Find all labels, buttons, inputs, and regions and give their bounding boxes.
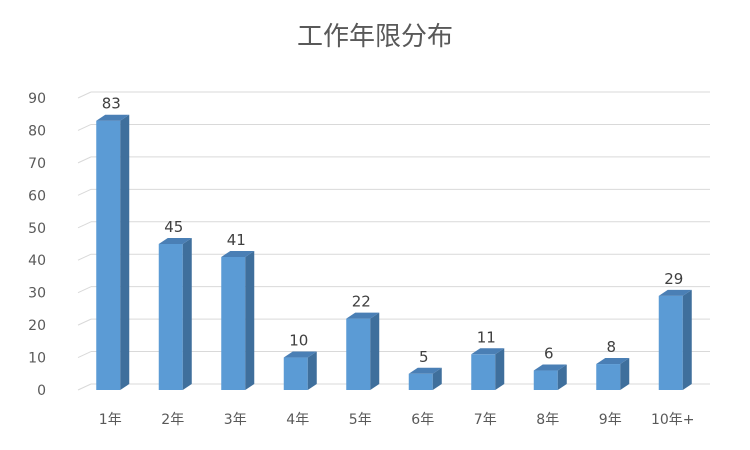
y-tick-label-5: 50 bbox=[28, 221, 46, 237]
bar-5 bbox=[408, 373, 433, 390]
x-tick-label-3: 4年 bbox=[286, 412, 309, 428]
y-tick-label-0: 0 bbox=[37, 383, 46, 399]
bar-8-side bbox=[620, 358, 630, 390]
data-label-9: 29 bbox=[664, 270, 683, 288]
gridline-3-side bbox=[77, 286, 92, 294]
bar-0-side bbox=[120, 114, 130, 390]
bar-2-top bbox=[221, 250, 255, 257]
chart-title: 工作年限分布 bbox=[296, 22, 453, 52]
x-tick-label-0: 1年 bbox=[99, 412, 122, 428]
bar-5-top bbox=[408, 367, 442, 374]
x-tick-label-8: 9年 bbox=[599, 412, 622, 428]
bar-7 bbox=[533, 370, 558, 390]
bar-4-side bbox=[370, 312, 380, 390]
bar-6-side bbox=[495, 348, 505, 390]
x-tick-label-9: 10年+ bbox=[651, 412, 695, 428]
bar-8 bbox=[596, 364, 621, 390]
data-label-5: 5 bbox=[419, 348, 429, 366]
data-label-0: 83 bbox=[102, 95, 121, 113]
gridline-9-side bbox=[77, 91, 92, 99]
bar-3-side bbox=[307, 351, 317, 390]
data-label-3: 10 bbox=[289, 332, 308, 350]
bar-0 bbox=[96, 120, 121, 390]
bar-2 bbox=[221, 256, 246, 390]
bar-9 bbox=[658, 295, 683, 390]
gridline-6-side bbox=[77, 188, 92, 196]
bar-2-side bbox=[245, 250, 255, 390]
bar-3 bbox=[283, 357, 308, 390]
bar-9-side bbox=[682, 289, 692, 390]
y-tick-label-8: 80 bbox=[28, 123, 46, 139]
x-tick-label-1: 2年 bbox=[161, 412, 184, 428]
bar-8-top bbox=[596, 358, 630, 365]
bar-5-side bbox=[432, 367, 442, 390]
gridline-7-side bbox=[77, 156, 92, 164]
bar-9-top bbox=[658, 289, 692, 296]
bar-4-top bbox=[346, 312, 380, 319]
gridline-0-side bbox=[77, 383, 92, 391]
y-tick-label-4: 40 bbox=[28, 253, 46, 269]
bar-1-side bbox=[182, 238, 192, 390]
y-tick-label-6: 60 bbox=[28, 188, 46, 204]
y-tick-label-1: 10 bbox=[28, 351, 46, 367]
y-tick-label-2: 20 bbox=[28, 318, 46, 334]
x-tick-label-6: 7年 bbox=[474, 412, 497, 428]
data-label-6: 11 bbox=[477, 328, 496, 346]
bar-7-top bbox=[533, 364, 567, 371]
x-tick-label-7: 8年 bbox=[536, 412, 559, 428]
bar-6 bbox=[471, 354, 496, 390]
gridline-8-side bbox=[77, 123, 92, 131]
x-tick-label-4: 5年 bbox=[349, 412, 372, 428]
bar-3-top bbox=[283, 351, 317, 358]
data-label-1: 45 bbox=[164, 218, 183, 236]
y-tick-label-3: 30 bbox=[28, 286, 46, 302]
y-tick-label-7: 70 bbox=[28, 156, 46, 172]
gridline-4-side bbox=[77, 253, 92, 261]
data-label-2: 41 bbox=[227, 231, 246, 249]
y-tick-label-9: 90 bbox=[28, 91, 46, 107]
x-tick-label-2: 3年 bbox=[224, 412, 247, 428]
gridline-2-side bbox=[77, 318, 92, 326]
data-label-8: 8 bbox=[606, 338, 616, 356]
gridline-1-side bbox=[77, 351, 92, 359]
bar-0-top bbox=[96, 114, 130, 121]
bar-1 bbox=[158, 244, 183, 390]
bar-7-side bbox=[557, 364, 567, 390]
data-label-4: 22 bbox=[352, 293, 371, 311]
bar-1-top bbox=[158, 238, 192, 244]
bar-6-top bbox=[471, 348, 505, 355]
x-tick-label-5: 6年 bbox=[411, 412, 434, 428]
gridline-5-side bbox=[77, 221, 92, 229]
bar-4 bbox=[346, 318, 371, 390]
data-label-7: 6 bbox=[544, 345, 554, 363]
